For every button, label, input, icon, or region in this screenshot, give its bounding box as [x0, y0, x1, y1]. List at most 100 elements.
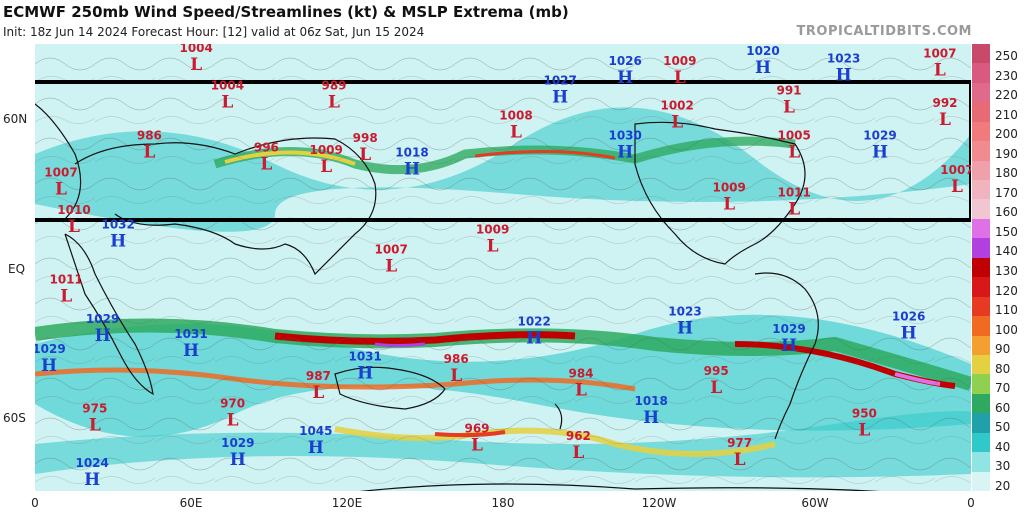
- low-pressure-value: 1009: [663, 54, 696, 68]
- low-pressure-letter: L: [312, 383, 324, 403]
- high-pressure-letter: H: [643, 408, 659, 428]
- colorbar-swatch: [972, 277, 990, 298]
- low-pressure-letter: L: [450, 366, 462, 386]
- colorbar-label: 30: [995, 459, 1011, 474]
- lon-label-0-east: 0: [967, 496, 975, 510]
- colorbar-label: 200: [995, 127, 1018, 142]
- colorbar-swatch: [972, 374, 990, 395]
- colorbar-swatch: [972, 44, 990, 64]
- low-pressure-letter: L: [723, 194, 735, 214]
- low-pressure-value: 1007: [44, 166, 77, 180]
- low-pressure-letter: L: [934, 60, 946, 80]
- lat-label-eq: EQ: [8, 262, 26, 276]
- low-pressure-value: 1011: [49, 272, 82, 286]
- low-pressure-letter: L: [55, 180, 67, 200]
- colorbar-label: 130: [995, 264, 1018, 278]
- low-pressure-value: 992: [932, 96, 957, 110]
- lon-label-120w: 120W: [641, 496, 677, 510]
- map-title: ECMWF 250mb Wind Speed/Streamlines (kt) …: [3, 3, 569, 21]
- high-pressure-letter: H: [183, 341, 199, 361]
- low-pressure-value: 984: [568, 367, 593, 381]
- colorbar-swatch: [972, 160, 990, 181]
- low-pressure-value: 1009: [712, 180, 745, 194]
- lat-label-60s: 60S: [3, 411, 26, 425]
- colorbar-label: 90: [995, 342, 1011, 357]
- low-pressure-letter: L: [328, 93, 340, 113]
- colorbar: [972, 44, 990, 492]
- colorbar-label: 140: [995, 244, 1018, 259]
- colorbar-swatch: [972, 180, 990, 200]
- high-pressure-letter: H: [41, 356, 57, 376]
- low-pressure-value: 1010: [57, 203, 90, 217]
- low-pressure-letter: L: [788, 142, 800, 162]
- low-pressure-value: 970: [220, 396, 245, 410]
- low-pressure-letter: L: [60, 286, 72, 306]
- low-pressure-value: 986: [444, 352, 469, 366]
- low-pressure-value: 1008: [499, 108, 532, 122]
- high-pressure-letter: H: [677, 319, 693, 339]
- low-pressure-value: 986: [137, 128, 162, 142]
- colorbar-swatch: [972, 354, 990, 375]
- colorbar-swatch: [972, 121, 990, 142]
- low-pressure-letter: L: [260, 155, 272, 175]
- lat-label-60n: 60N: [3, 112, 28, 126]
- colorbar-swatch: [972, 432, 990, 453]
- high-pressure-value: 1018: [395, 146, 428, 160]
- high-pressure-letter: H: [901, 324, 917, 344]
- low-pressure-letter: L: [89, 415, 101, 435]
- high-pressure-value: 1029: [86, 312, 119, 326]
- high-pressure-value: 1030: [608, 128, 641, 142]
- low-pressure-value: 1007: [374, 243, 407, 257]
- high-pressure-letter: H: [872, 142, 888, 162]
- low-pressure-letter: L: [510, 122, 522, 142]
- high-pressure-value: 1029: [221, 436, 254, 450]
- low-pressure-value: 995: [704, 364, 729, 378]
- low-pressure-value: 977: [727, 436, 752, 450]
- colorbar-label: 50: [995, 420, 1011, 435]
- high-pressure-value: 1029: [863, 128, 896, 142]
- colorbar-label: 150: [995, 224, 1018, 239]
- map-panel: 1026 H 1027 H 1020 H 1023 H 1030 H 1018 H 1029 H 1032 H…: [30, 41, 987, 505]
- high-pressure-value: 1031: [174, 327, 207, 341]
- colorbar-label: 190: [995, 146, 1018, 161]
- low-pressure-value: 975: [82, 401, 107, 415]
- low-pressure-letter: L: [671, 112, 683, 132]
- colorbar-label: 170: [995, 185, 1018, 200]
- high-pressure-value: 1023: [668, 305, 701, 319]
- low-pressure-letter: L: [68, 217, 80, 237]
- high-pressure-value: 1045: [299, 424, 332, 438]
- high-pressure-value: 1023: [827, 51, 860, 65]
- low-pressure-value: 998: [353, 131, 378, 145]
- low-pressure-value: 950: [852, 406, 877, 420]
- high-pressure-letter: H: [404, 160, 420, 180]
- high-pressure-letter: H: [617, 68, 633, 88]
- low-pressure-value: 1011: [777, 185, 810, 199]
- high-pressure-value: 1026: [892, 310, 925, 324]
- colorbar-swatch: [972, 63, 990, 84]
- brand-watermark: TROPICALTIDBITS.COM: [796, 24, 972, 39]
- colorbar-label: 210: [995, 107, 1018, 122]
- high-pressure-value: 1031: [348, 349, 381, 363]
- high-pressure-value: 1032: [101, 218, 134, 232]
- high-pressure-letter: H: [617, 142, 633, 162]
- colorbar-label: 160: [995, 205, 1018, 220]
- colorbar-label: 60: [995, 400, 1011, 415]
- colorbar-swatch: [972, 316, 990, 336]
- high-pressure-letter: H: [552, 88, 568, 108]
- low-pressure-value: 1005: [777, 128, 810, 142]
- high-pressure-letter: H: [230, 450, 246, 470]
- low-pressure-value: 1004: [179, 44, 212, 55]
- colorbar-swatch: [972, 82, 990, 103]
- low-pressure-letter: L: [221, 93, 233, 113]
- colorbar-swatch: [972, 413, 990, 434]
- high-pressure-value: 1022: [517, 315, 550, 329]
- low-pressure-letter: L: [783, 98, 795, 118]
- low-pressure-letter: L: [320, 157, 332, 177]
- low-pressure-letter: L: [190, 55, 202, 75]
- colorbar-label: 20: [995, 479, 1011, 493]
- high-pressure-letter: H: [836, 65, 852, 85]
- colorbar-swatch: [972, 296, 990, 317]
- colorbar-label: 100: [995, 322, 1018, 337]
- low-pressure-letter: L: [939, 110, 951, 130]
- lon-label-60e: 60E: [179, 496, 203, 510]
